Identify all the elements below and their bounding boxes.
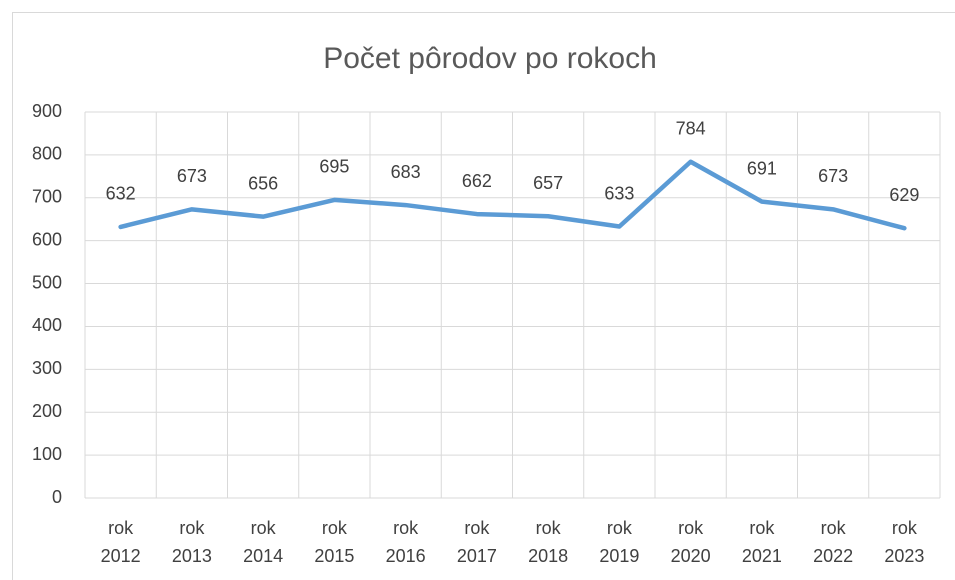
x-tick-label: rok 2016 bbox=[385, 518, 426, 566]
data-label: 657 bbox=[533, 173, 563, 193]
x-tick-label: rok 2015 bbox=[314, 518, 355, 566]
y-tick-label: 0 bbox=[52, 487, 62, 507]
x-tick-label: rok 2013 bbox=[171, 518, 212, 566]
data-label: 784 bbox=[676, 119, 706, 139]
x-tick-label: rok 2018 bbox=[528, 518, 569, 566]
data-label: 683 bbox=[391, 162, 421, 182]
data-label: 633 bbox=[604, 183, 634, 203]
x-tick-label: rok 2022 bbox=[813, 518, 854, 566]
y-tick-label: 500 bbox=[32, 272, 62, 292]
x-tick-label: rok 2023 bbox=[884, 518, 925, 566]
data-label: 662 bbox=[462, 171, 492, 191]
line-series bbox=[118, 159, 907, 231]
y-tick-label: 200 bbox=[32, 401, 62, 421]
data-label: 691 bbox=[747, 158, 777, 178]
x-tick-label: rok 2020 bbox=[670, 518, 711, 566]
x-tick-label: rok 2012 bbox=[100, 518, 141, 566]
y-tick-label: 300 bbox=[32, 358, 62, 378]
y-tick-label: 900 bbox=[32, 101, 62, 121]
y-tick-label: 100 bbox=[32, 444, 62, 464]
y-tick-label: 600 bbox=[32, 229, 62, 249]
y-tick-label: 800 bbox=[32, 144, 62, 164]
y-tick-label: 700 bbox=[32, 187, 62, 207]
x-tick-label: rok 2019 bbox=[599, 518, 640, 566]
y-tick-label: 400 bbox=[32, 315, 62, 335]
data-label: 673 bbox=[177, 166, 207, 186]
data-label: 695 bbox=[319, 157, 349, 177]
x-tick-label: rok 2014 bbox=[243, 518, 284, 566]
chart-frame bbox=[12, 12, 955, 580]
data-label: 629 bbox=[889, 185, 919, 205]
data-label: 656 bbox=[248, 173, 278, 193]
x-tick-label: rok 2021 bbox=[741, 518, 782, 566]
x-tick-label: rok 2017 bbox=[456, 518, 497, 566]
chart-title: Počet pôrodov po rokoch bbox=[323, 42, 657, 75]
data-label: 632 bbox=[106, 184, 136, 204]
data-label: 673 bbox=[818, 166, 848, 186]
